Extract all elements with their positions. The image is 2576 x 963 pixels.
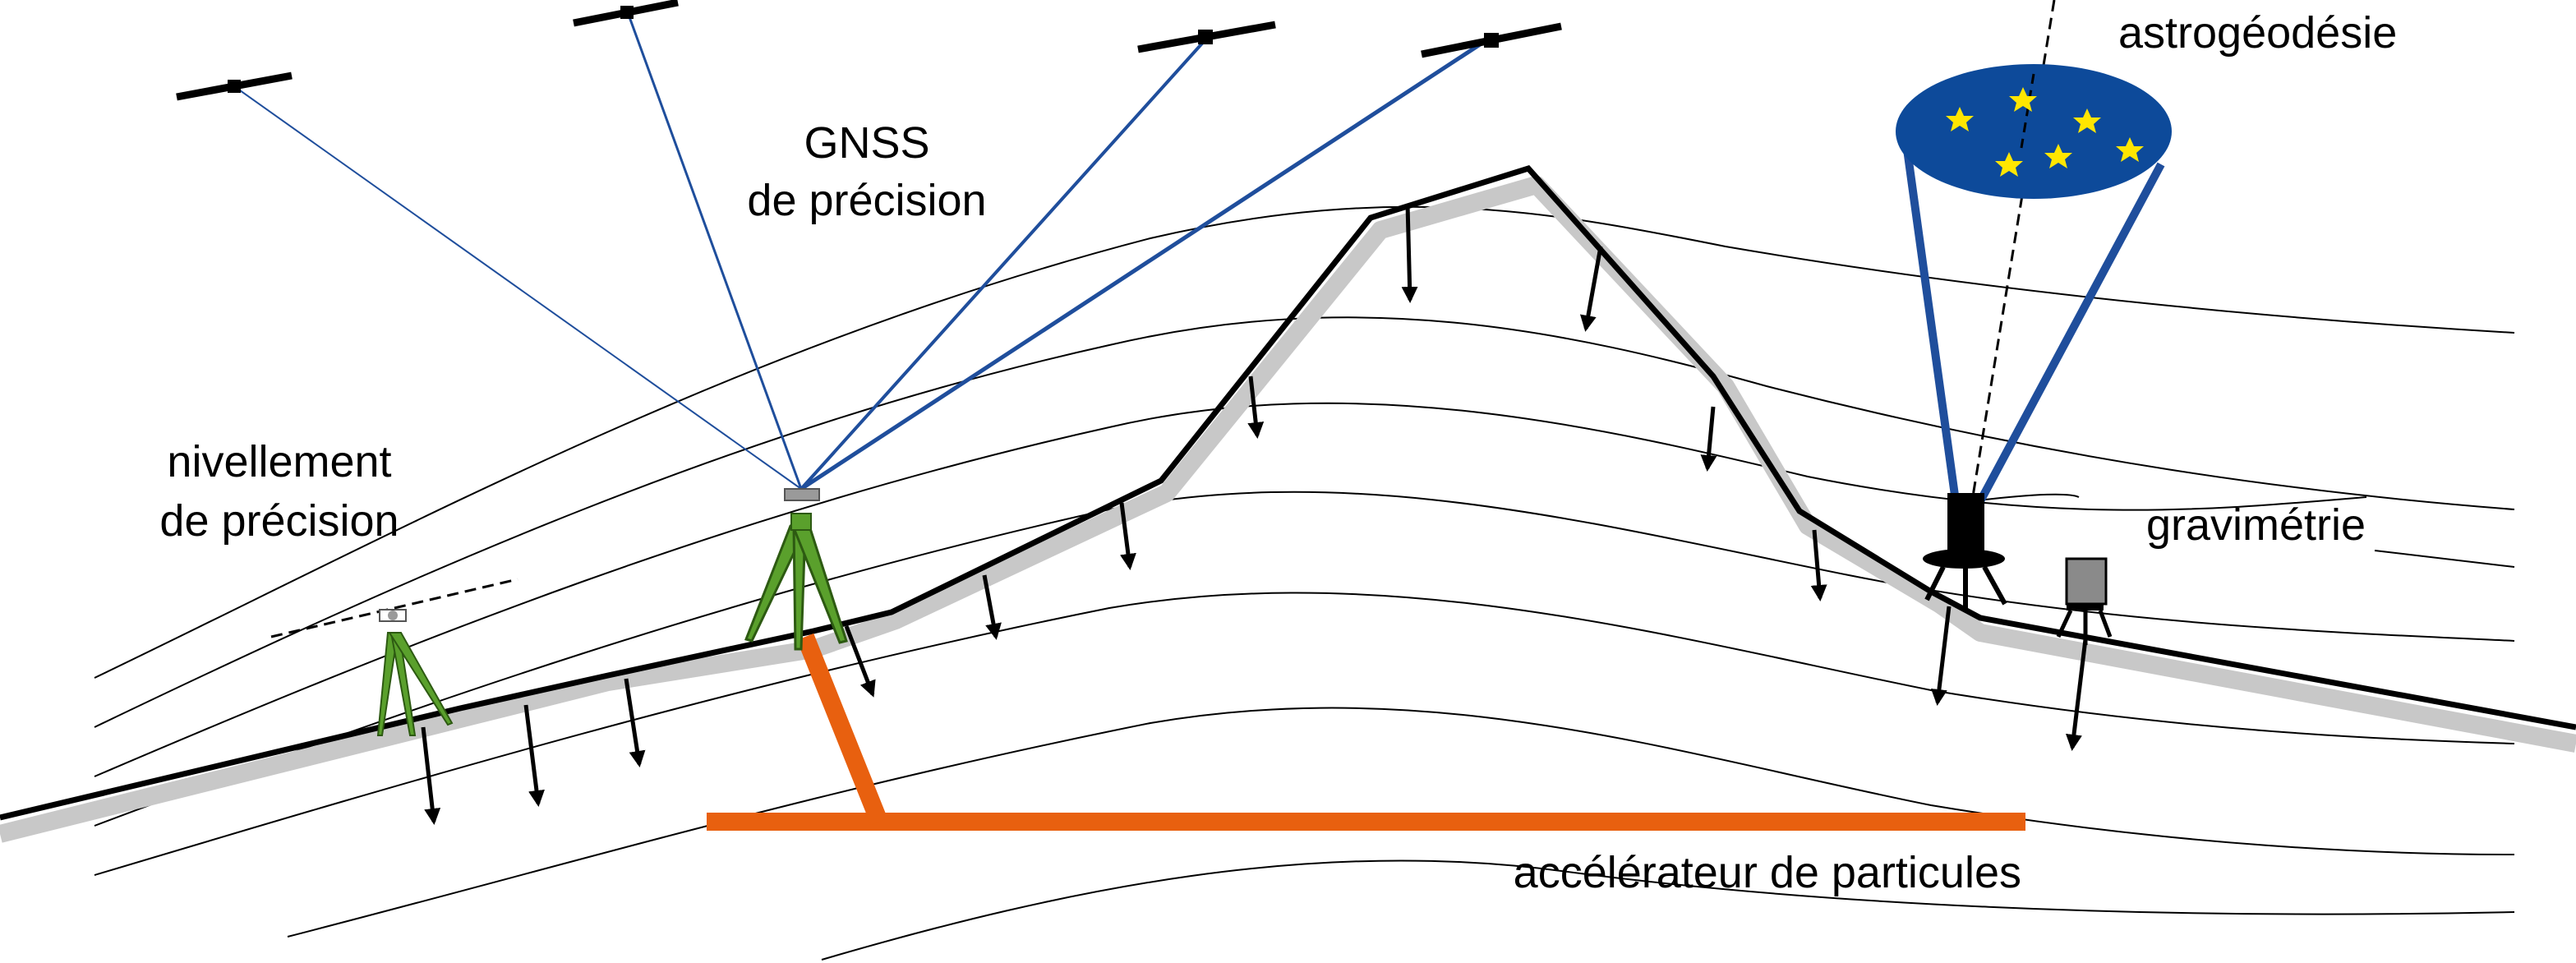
equipotential-line [821,859,2515,961]
satellite-icon [176,71,293,101]
arrow-down-icon [1700,406,1717,472]
satellite-icon [1137,21,1276,53]
star-icon [1995,152,2023,177]
star-icon [2009,87,2037,112]
astrogeodesy [1896,0,2172,504]
label-gnss-line1: GNSS [804,118,929,168]
equipotential-line [2374,550,2515,568]
arrow-down-icon [1930,606,1952,706]
gnss-tripod [744,488,848,651]
arrow-down-icon [523,704,545,807]
equipotential-line [94,592,2515,876]
line-of-sight [270,578,518,638]
star-icon [2073,108,2101,133]
label-gravimetry: gravimétrie [2146,500,2366,550]
terrain-shadow [0,176,2576,843]
tripod-icon [744,524,848,651]
equipotential-line [287,707,2515,938]
arrow-down-icon [1810,529,1827,601]
particle-accelerator [707,633,2025,831]
arrow-down-icon [2065,638,2088,751]
equipotential-lines [94,205,2515,961]
gravimeter-icon [2056,557,2113,645]
equipotential-line [1971,493,2080,502]
star-icon [2044,144,2072,168]
telescope-icon [1923,493,2007,608]
arrow-down-icon [421,726,441,825]
arrow-down-icon [1119,502,1136,570]
satellite-icon [1421,22,1562,58]
star-icon [2116,137,2144,162]
star-icon [1946,107,1974,131]
labels: GNSS de précision nivellement de précisi… [159,8,2397,897]
label-gnss-line2: de précision [747,176,986,225]
arrow-down-icon [1579,246,1603,332]
gnss-signal-line [627,13,803,491]
gnss-signal-line [799,35,1494,491]
sky-disc [1896,64,2172,199]
gravity-arrows [421,203,2088,825]
gnss-signal-line [800,35,1210,491]
satellite-icon [573,0,679,27]
equipotential-line [94,205,2515,679]
view-cone-right [1976,162,2165,504]
vertical-direction [1970,0,2056,502]
arrow-down-icon [624,678,646,767]
equipotential-line [94,402,2367,777]
gnss-signal-line [233,85,802,490]
view-cone-left [1901,131,1960,502]
leveling-instrument [270,578,518,736]
label-astrogeodesy: astrogéodésie [2118,8,2397,58]
arrow-down-icon [844,625,876,698]
tripod-icon [376,632,454,736]
arrow-down-icon [982,574,1002,640]
gnss-signals [233,13,1494,491]
label-particle-accelerator: accélérateur de particules [1514,848,2021,897]
label-leveling-line1: nivellement [167,437,391,486]
accelerator-shaft [796,633,888,826]
gnss-antenna [784,488,820,501]
arrow-down-icon [1401,203,1418,303]
equipotential-line [94,316,2515,728]
label-leveling-line2: de précision [159,496,399,546]
arrow-down-icon [1247,376,1265,439]
stars [1946,87,2144,177]
equipotential-line [94,491,2515,827]
